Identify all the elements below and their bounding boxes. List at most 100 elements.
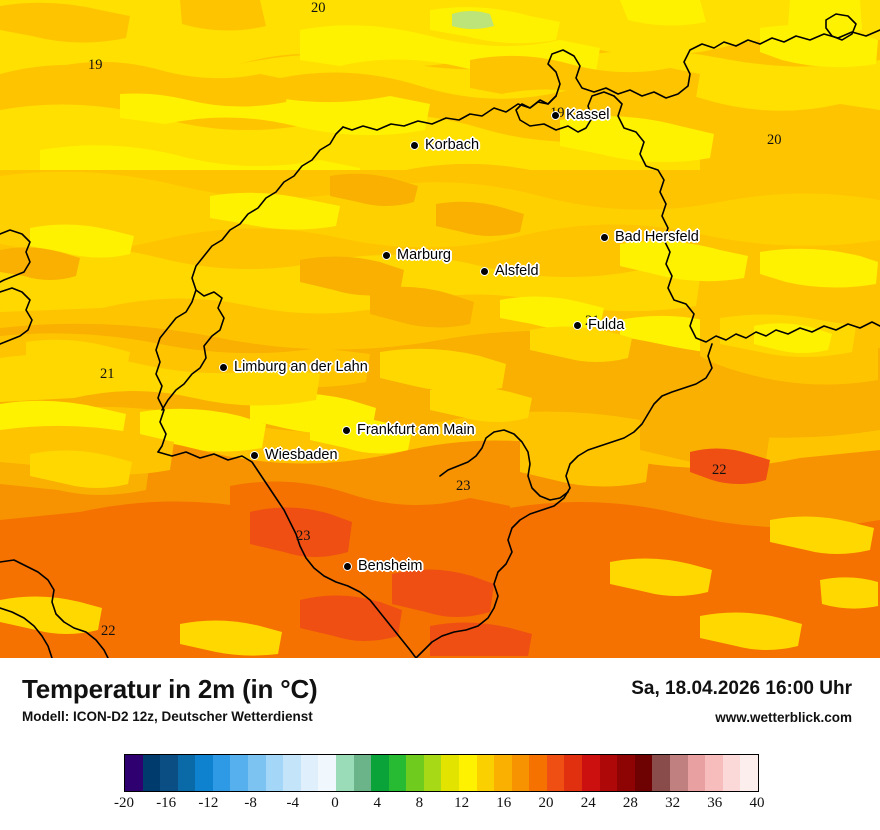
city-dot-icon: [382, 250, 391, 260]
city-label: Wiesbaden: [265, 447, 338, 463]
colorbar: -20 -16 -12 -8 -4 0 4 8 12 16 20 24 28 32 36 40: [114, 754, 765, 821]
city-dot-icon: [600, 232, 609, 242]
colorbar-swatch: [740, 755, 758, 791]
colorbar-tick: 20: [538, 795, 554, 811]
colorbar-tick: -16: [156, 795, 177, 811]
colorbar-tick: 24: [580, 795, 596, 811]
city-label: Frankfurt am Main: [357, 422, 475, 438]
colorbar-swatch: [511, 755, 530, 791]
isotherm-label: 20: [767, 132, 782, 148]
colorbar-tick: 0: [331, 795, 339, 811]
colorbar-swatch: [476, 755, 495, 791]
city-dot-icon: [342, 425, 351, 435]
city-label: Marburg: [397, 247, 451, 263]
colorbar-swatch: [423, 755, 442, 791]
isotherm-label: 23: [296, 528, 311, 544]
colorbar-swatch: [441, 755, 459, 791]
model-subtitle: Modell: ICON-D2 12z, Deutscher Wetterdie…: [22, 709, 313, 724]
colorbar-swatch: [335, 755, 354, 791]
colorbar-swatch: [705, 755, 723, 791]
colorbar-swatch: [564, 755, 583, 791]
colorbar-swatch: [248, 755, 266, 791]
forecast-datetime: Sa, 18.04.2026 16:00 Uhr: [631, 678, 852, 699]
city-dot-icon: [551, 110, 560, 120]
city-label: Korbach: [425, 137, 480, 153]
city-dot-icon: [480, 266, 489, 276]
colorbar-swatch: [494, 755, 512, 791]
colorbar-tick: -20: [114, 795, 134, 811]
temperature-map[interactable]: 20 19 19 20 21 21 23 23 22 22 Kassel Kor…: [0, 0, 880, 658]
colorbar-swatch: [142, 755, 161, 791]
colorbar-swatch: [212, 755, 231, 791]
colorbar-tick: -4: [286, 795, 300, 811]
colorbar-swatch: [265, 755, 284, 791]
page-title: Temperatur in 2m (in °C): [22, 674, 318, 704]
colorbar-swatch: [722, 755, 741, 791]
website-credit: www.wetterblick.com: [715, 710, 852, 725]
city-marker-kassel[interactable]: Kassel: [551, 107, 610, 123]
city-marker-korbach[interactable]: Korbach: [410, 137, 479, 153]
city-label: Kassel: [566, 107, 610, 123]
city-dot-icon: [219, 362, 228, 372]
isotherm-label: 21: [100, 366, 115, 382]
city-dot-icon: [573, 320, 582, 330]
colorbar-tick: -12: [198, 795, 219, 811]
colorbar-tick: 40: [749, 795, 765, 811]
colorbar-tick: 16: [496, 795, 512, 811]
footer-panel: Temperatur in 2m (in °C) Modell: ICON-D2…: [0, 658, 880, 830]
city-marker-marburg[interactable]: Marburg: [382, 247, 451, 263]
city-marker-fulda[interactable]: Fulda: [573, 317, 624, 333]
colorbar-swatch: [458, 755, 477, 791]
colorbar-swatch: [125, 755, 143, 791]
colorbar-tick: 32: [665, 795, 681, 811]
city-marker-bad-hersfeld[interactable]: Bad Hersfeld: [600, 229, 699, 245]
isotherm-label: 21: [585, 313, 600, 329]
colorbar-tick: 4: [373, 795, 381, 811]
colorbar-tick: 28: [622, 795, 638, 811]
colorbar-tick: -8: [244, 795, 257, 811]
colorbar-swatch: [300, 755, 319, 791]
colorbar-swatch: [546, 755, 565, 791]
city-marker-alsfeld[interactable]: Alsfeld: [480, 263, 539, 279]
city-dot-icon: [250, 450, 259, 460]
colorbar-swatch: [388, 755, 407, 791]
isotherm-label: 23: [456, 478, 471, 494]
city-dot-icon: [410, 140, 419, 150]
colorbar-tick: 12: [454, 795, 470, 811]
colorbar-swatch: [582, 755, 600, 791]
city-label: Bensheim: [358, 558, 423, 574]
isotherm-label: 19: [88, 57, 103, 73]
city-marker-limburg-an-der-lahn[interactable]: Limburg an der Lahn: [219, 359, 368, 375]
colorbar-swatch: [687, 755, 706, 791]
colorbar-swatch: [652, 755, 670, 791]
colorbar-tick-labels: -20 -16 -12 -8 -4 0 4 8 12 16 20 24 28 32 36 40: [114, 795, 765, 821]
city-marker-bensheim[interactable]: Bensheim: [343, 558, 422, 574]
isotherm-label: 22: [712, 462, 727, 478]
city-label: Limburg an der Lahn: [234, 359, 368, 375]
city-dot-icon: [343, 561, 352, 571]
isotherm-label: 20: [311, 0, 326, 16]
city-marker-wiesbaden[interactable]: Wiesbaden: [250, 447, 338, 463]
colorbar-swatch: [230, 755, 249, 791]
colorbar-swatch: [160, 755, 178, 791]
colorbar-tick: 8: [415, 795, 424, 811]
city-label: Alsfeld: [495, 263, 539, 279]
isotherm-label: 22: [101, 623, 116, 639]
city-label: Bad Hersfeld: [615, 229, 699, 245]
city-marker-frankfurt-am-main[interactable]: Frankfurt am Main: [342, 422, 475, 438]
colorbar-swatch: [353, 755, 372, 791]
map-raster: [0, 0, 880, 658]
colorbar-gradient: [124, 754, 759, 792]
colorbar-swatch: [283, 755, 301, 791]
colorbar-tick: 36: [707, 795, 723, 811]
colorbar-swatch: [195, 755, 213, 791]
colorbar-swatch: [371, 755, 389, 791]
colorbar-swatch: [634, 755, 653, 791]
colorbar-swatch: [669, 755, 688, 791]
colorbar-swatch: [529, 755, 547, 791]
colorbar-swatch: [177, 755, 196, 791]
colorbar-swatch: [599, 755, 618, 791]
city-label: Fulda: [588, 317, 625, 333]
colorbar-swatch: [318, 755, 336, 791]
